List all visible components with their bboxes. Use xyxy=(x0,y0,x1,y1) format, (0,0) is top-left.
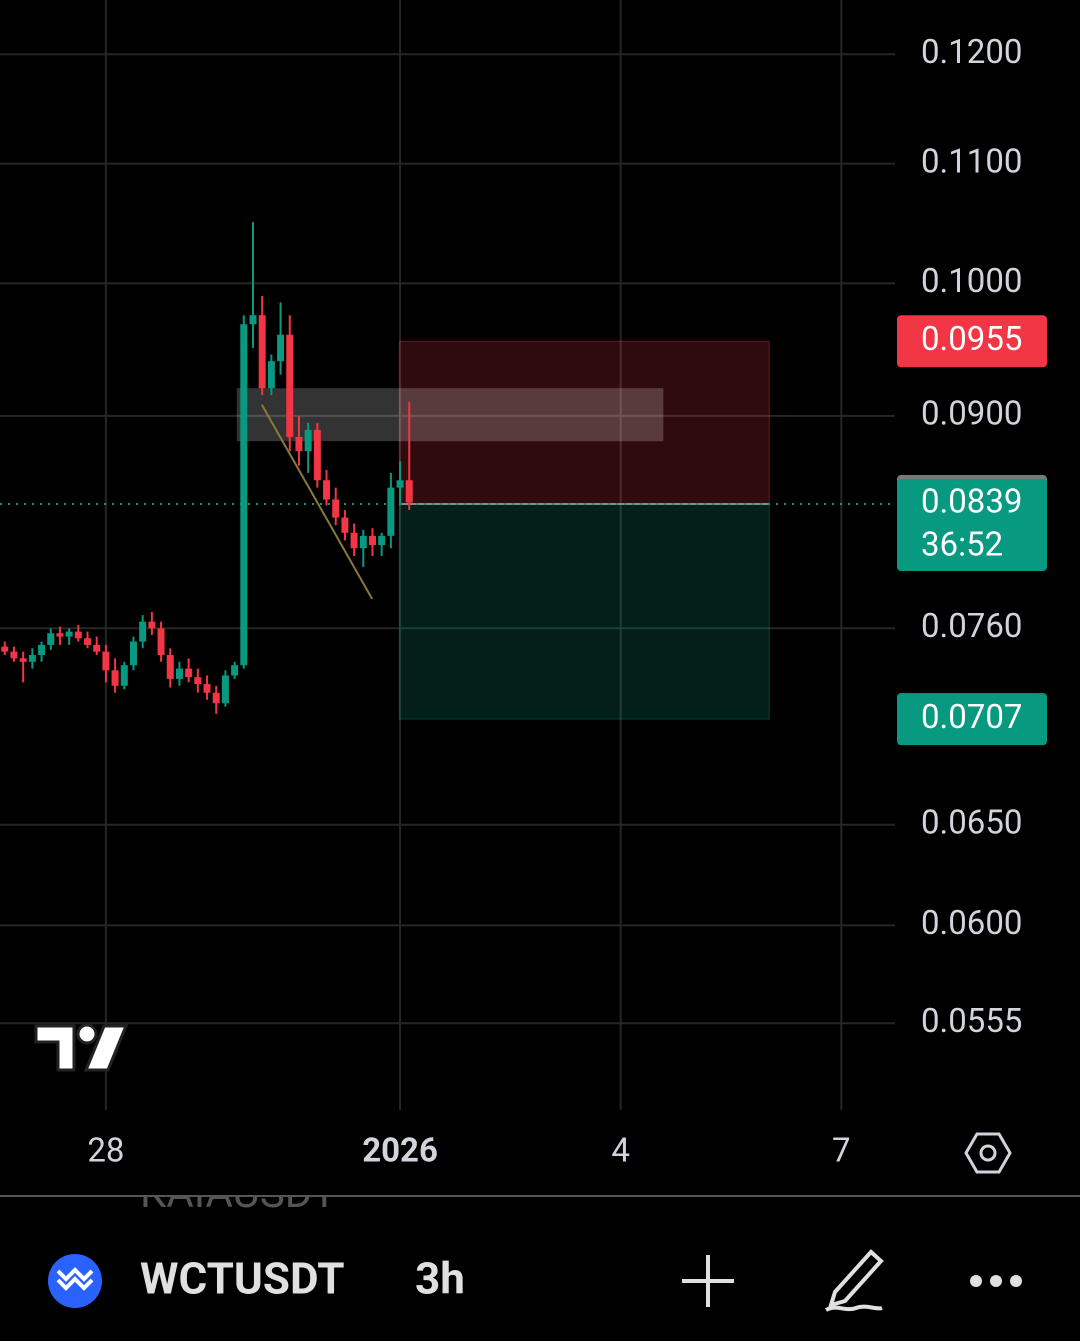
candle-body xyxy=(405,480,413,503)
price-label: 0.0839 xyxy=(921,483,1022,522)
candle-body xyxy=(1,646,9,652)
candle-body xyxy=(28,655,36,662)
candle-body xyxy=(93,644,101,652)
candle-body xyxy=(231,665,239,676)
interval[interactable]: 3h xyxy=(415,1253,465,1305)
candle-body xyxy=(212,692,220,704)
candle-body xyxy=(65,631,73,637)
candle-body xyxy=(120,665,128,686)
x-tick-label: 4 xyxy=(611,1132,630,1171)
candle-body xyxy=(277,334,285,362)
stop-zone xyxy=(398,340,770,505)
y-tick-label: 0.1200 xyxy=(921,33,1022,72)
candle-body xyxy=(148,621,156,629)
settings-button[interactable] xyxy=(964,1132,1012,1174)
y-tick-label: 0.1100 xyxy=(921,142,1022,181)
price-label: 0.0955 xyxy=(921,320,1022,359)
candle-body xyxy=(185,668,193,678)
candle-body xyxy=(74,631,82,639)
symbol-icon[interactable] xyxy=(48,1254,102,1308)
candle-body xyxy=(38,644,46,656)
candle-body xyxy=(359,535,367,549)
y-tick-label: 0.0900 xyxy=(921,395,1022,434)
candle-body xyxy=(350,532,358,549)
candles xyxy=(1,222,413,714)
y-tick-label: 0.1000 xyxy=(921,262,1022,301)
candle-body xyxy=(157,628,165,656)
candle-body xyxy=(166,655,174,679)
zone-rectangle xyxy=(236,388,664,442)
candle-body xyxy=(203,684,211,693)
candle-body xyxy=(258,315,266,389)
candle-body xyxy=(56,633,64,637)
candle-body xyxy=(111,670,119,686)
drawings xyxy=(0,340,895,720)
x-tick-label: 2026 xyxy=(362,1132,438,1171)
candle-body xyxy=(175,668,183,679)
candle-body xyxy=(84,638,92,645)
y-tick-label: 0.0600 xyxy=(921,904,1022,943)
price-label-box xyxy=(897,479,1047,572)
price-label: 0.0707 xyxy=(921,698,1022,737)
y-tick-label: 0.0650 xyxy=(921,803,1022,842)
candle-body xyxy=(304,429,312,452)
candle-body xyxy=(19,658,27,662)
candle-body xyxy=(368,535,376,546)
candle-body xyxy=(129,641,137,666)
price-label-box xyxy=(897,315,1047,368)
candle-body xyxy=(194,677,202,685)
y-tick-label: 0.0555 xyxy=(921,1002,1022,1041)
price-label-box xyxy=(897,693,1047,746)
candle-body xyxy=(249,315,257,325)
watchlist-peek: KAIAUSDT xyxy=(140,1169,337,1218)
tv-logo xyxy=(34,1023,129,1072)
target-zone xyxy=(398,503,770,720)
candle-body xyxy=(47,633,55,645)
add-button[interactable] xyxy=(682,1255,734,1307)
candle-body xyxy=(323,480,331,500)
x-tick-label: 28 xyxy=(87,1132,124,1171)
candle-body xyxy=(378,535,386,546)
candle-body xyxy=(295,436,303,452)
candle-body xyxy=(396,480,404,488)
trend-line xyxy=(260,404,373,600)
candle-body xyxy=(10,651,18,659)
candle-body xyxy=(139,621,147,642)
candle-body xyxy=(221,675,229,704)
candle-body xyxy=(332,499,340,518)
candle-body xyxy=(341,517,349,533)
x-tick-label: 7 xyxy=(832,1132,851,1171)
grid xyxy=(0,0,895,1110)
candle-body xyxy=(286,334,294,437)
candle-body xyxy=(313,429,321,481)
axis: 0.1200 0.1100 0.1000 0.0900 0.0760 0.0650 0.06… xyxy=(87,33,1047,1171)
y-tick-label: 0.0760 xyxy=(921,607,1022,646)
symbol[interactable]: WCTUSDT xyxy=(140,1253,344,1305)
draw-button[interactable] xyxy=(824,1249,884,1312)
countdown: 36:52 xyxy=(921,526,1003,565)
candle-body xyxy=(102,651,110,671)
candle-body xyxy=(240,324,248,666)
candle-body xyxy=(387,487,395,536)
candle-body xyxy=(267,361,275,389)
more-button[interactable] xyxy=(970,1275,1022,1287)
